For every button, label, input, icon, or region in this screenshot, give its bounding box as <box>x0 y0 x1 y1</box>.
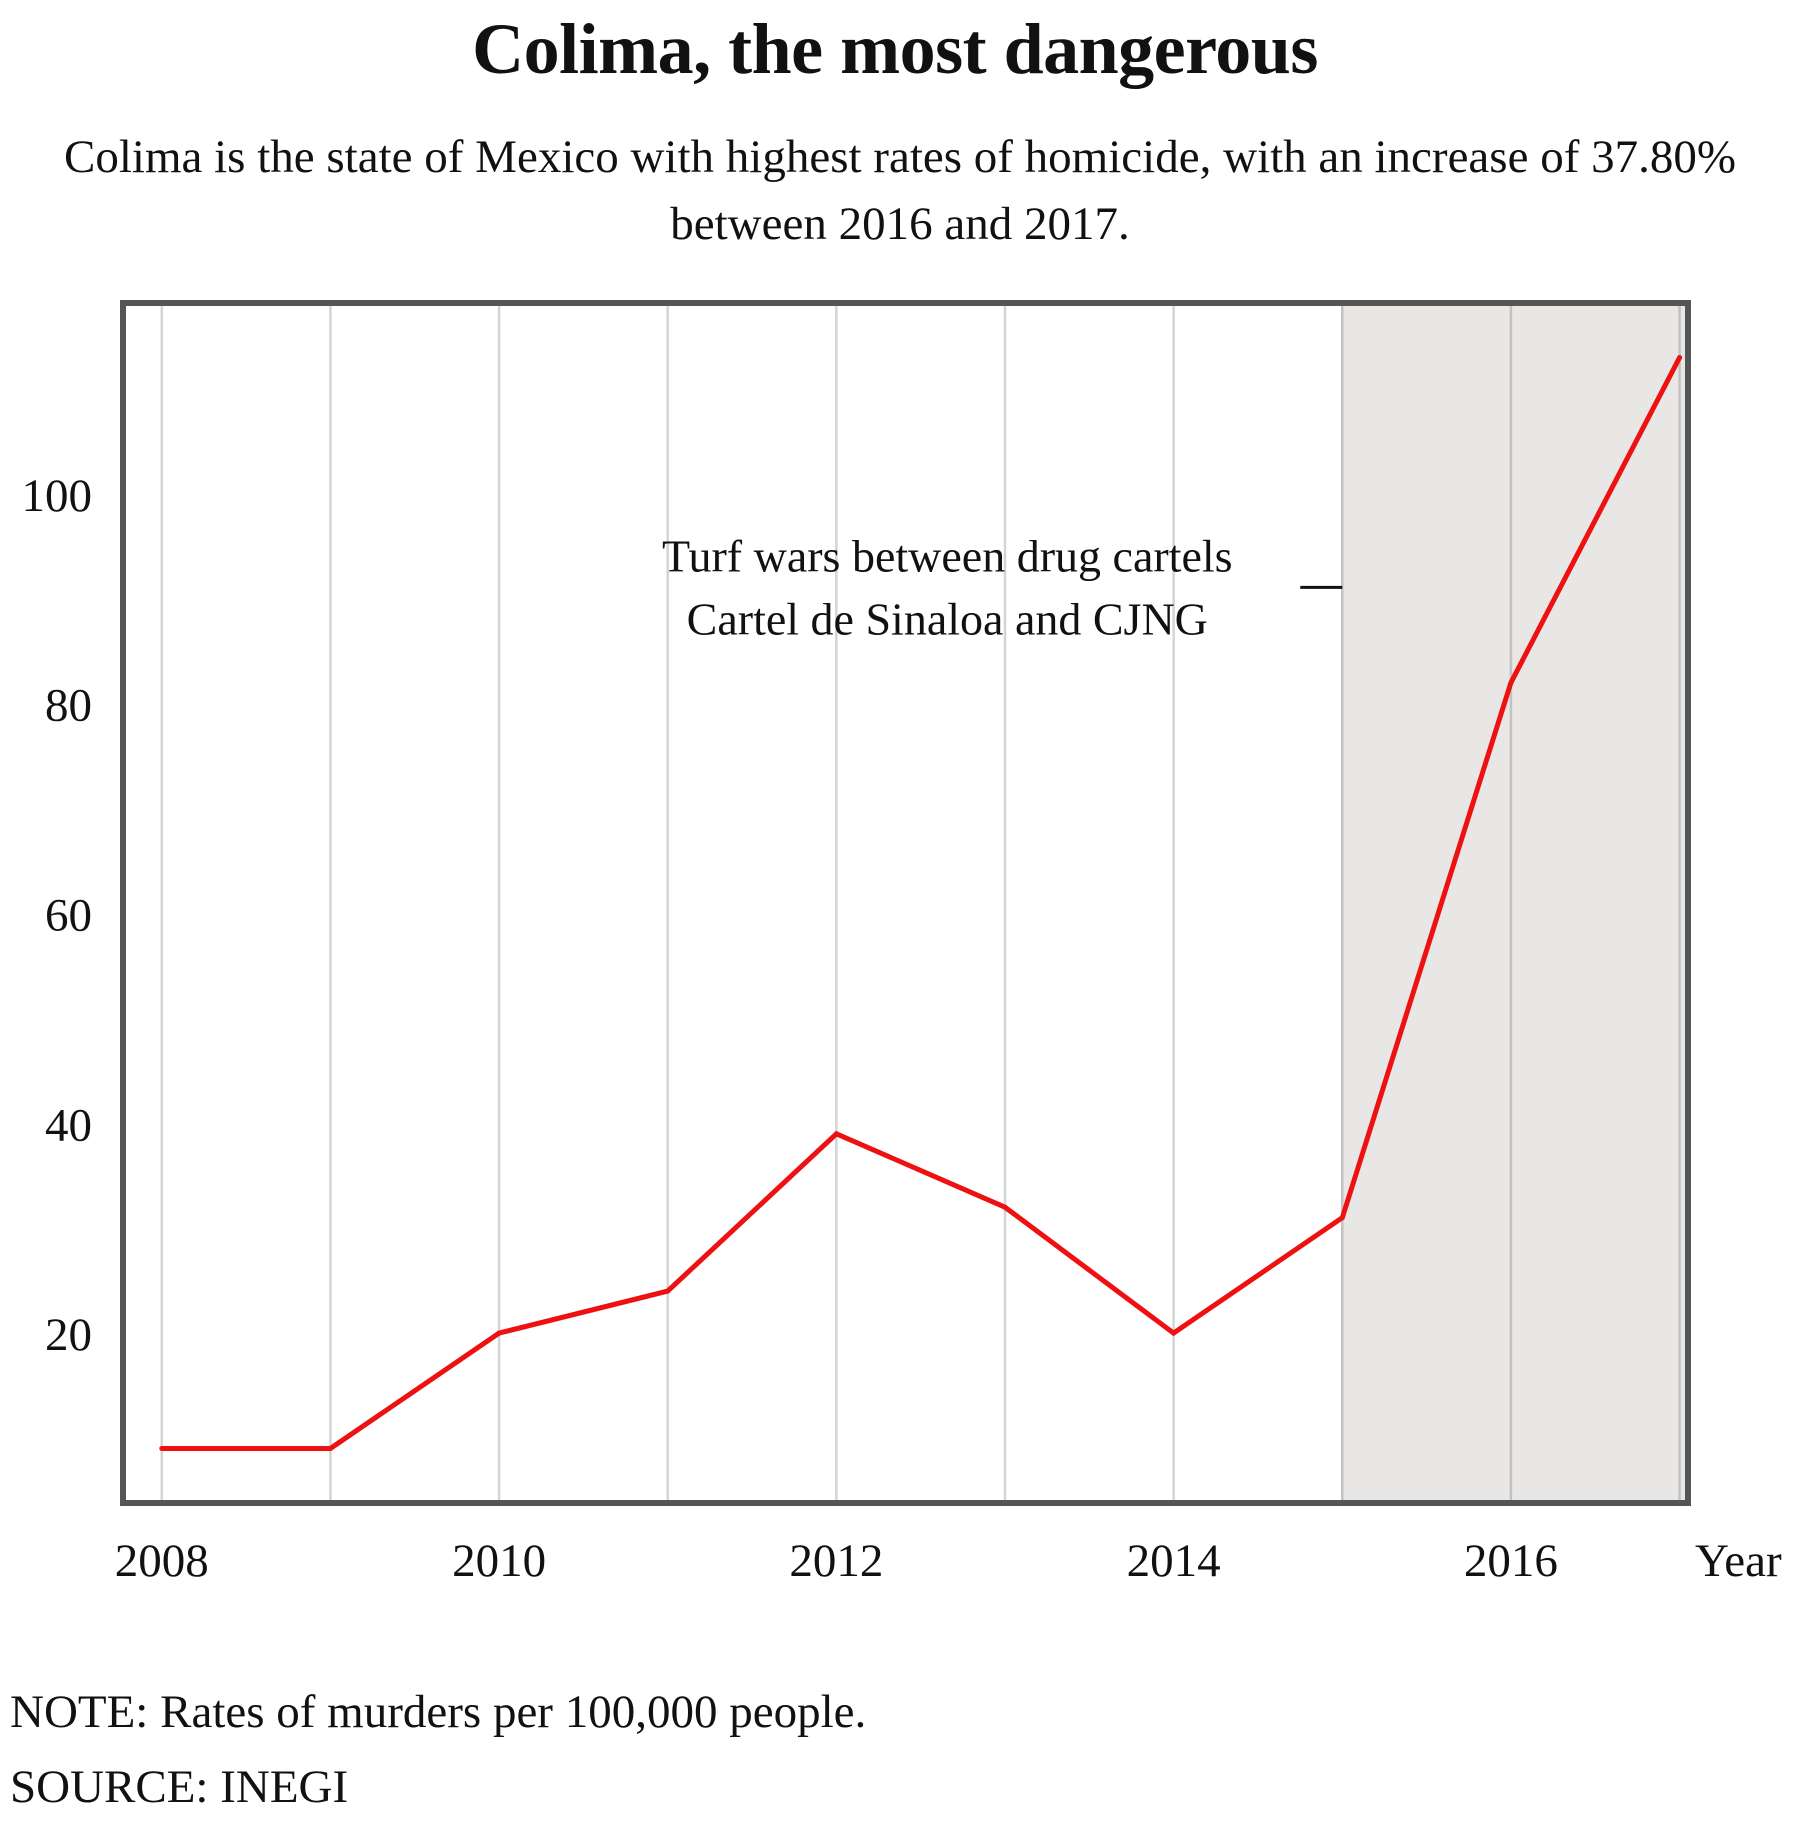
data-point-2014 <box>1171 1330 1177 1336</box>
data-point-2016 <box>1508 680 1514 686</box>
gridlines <box>160 303 1681 1503</box>
y-tick-label-80: 80 <box>45 680 92 732</box>
x-tick-labels: 2008 2010 2012 2014 2016 <box>115 1535 1558 1587</box>
data-point-2008 <box>159 1445 165 1451</box>
x-tick-label-2010: 2010 <box>452 1535 546 1587</box>
x-tick-label-2012: 2012 <box>789 1535 883 1587</box>
data-points <box>159 355 1683 1451</box>
x-axis-label: Year <box>1695 1535 1782 1587</box>
data-point-2010 <box>496 1330 502 1336</box>
plot-frame <box>120 300 1691 1506</box>
data-point-2017 <box>1677 355 1683 361</box>
chart-note: NOTE: Rates of murders per 100,000 peopl… <box>10 1686 867 1738</box>
chart-source: SOURCE: INEGI <box>10 1761 349 1813</box>
y-tick-label-40: 40 <box>45 1099 92 1151</box>
annotation-line-2: Cartel de Sinaloa and CJNG <box>687 593 1208 644</box>
data-point-2013 <box>1002 1204 1008 1210</box>
annotation-line-1: Turf wars between drug cartels <box>662 530 1233 581</box>
y-tick-label-60: 60 <box>45 889 92 941</box>
chart-title: Colima, the most dangerous <box>472 9 1318 89</box>
x-tick-label-2008: 2008 <box>115 1535 209 1587</box>
annotation: Turf wars between drug cartels Cartel de… <box>662 530 1343 644</box>
highlight-band <box>1342 303 1688 1503</box>
data-point-2011 <box>665 1288 671 1294</box>
y-tick-label-20: 20 <box>45 1309 92 1361</box>
series-line-homicide-rate <box>161 356 1682 1451</box>
data-point-2009 <box>327 1445 333 1451</box>
x-tick-label-2014: 2014 <box>1127 1535 1221 1587</box>
data-point-2012 <box>833 1131 839 1137</box>
x-tick-label-2016: 2016 <box>1464 1535 1558 1587</box>
y-tick-labels: 20 40 60 80 100 <box>22 470 93 1361</box>
chart-subtitle: Colima is the state of Mexico with highe… <box>63 131 1736 250</box>
data-point-2015 <box>1339 1215 1345 1221</box>
y-tick-label-100: 100 <box>22 470 93 522</box>
